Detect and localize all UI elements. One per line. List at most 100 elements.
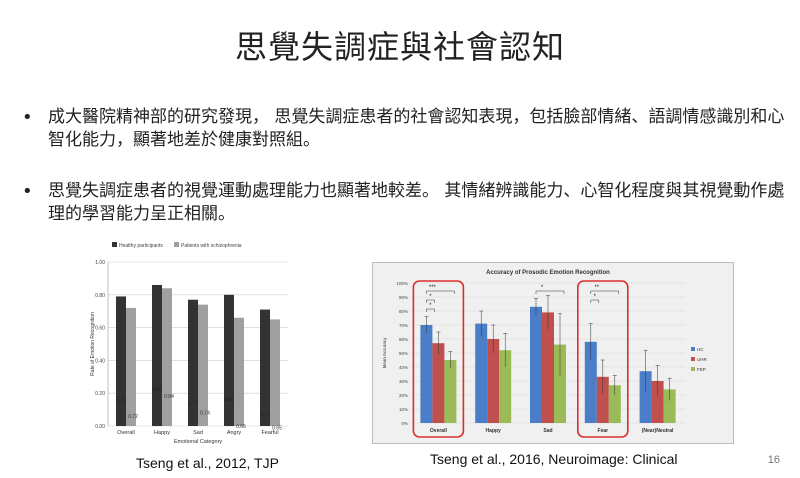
data-label: 0.86 xyxy=(152,387,162,393)
x-tick-label: Fearful xyxy=(261,430,278,436)
y-tick-label: 0% xyxy=(401,421,408,426)
significance-label: * xyxy=(541,285,544,291)
data-label: 0.79 xyxy=(116,398,126,404)
bar xyxy=(234,317,244,426)
legend-swatch xyxy=(112,242,117,247)
bar xyxy=(530,306,542,423)
bullet-item: • 思覺失調症患者的視覺運動處理能力也顯著地較差。 其情緒辨識能力、心智化程度與… xyxy=(22,180,792,226)
citation-right: Tseng et al., 2016, Neuroimage: Clinical xyxy=(430,451,678,467)
bar xyxy=(475,323,488,423)
page-number: 16 xyxy=(767,454,780,466)
data-label: 0.71 xyxy=(260,412,270,418)
significance-label: ** xyxy=(594,285,599,291)
y-tick-label: 80% xyxy=(399,309,408,314)
legend-label: UHR xyxy=(697,357,707,362)
data-label: 0.77 xyxy=(188,402,198,408)
data-label: 0.66 xyxy=(236,424,246,430)
bar xyxy=(554,344,566,423)
x-axis-label: Emotional Category xyxy=(174,439,223,445)
x-tick-label: Overall xyxy=(117,430,134,436)
bar xyxy=(487,339,500,423)
bullet-list: • 成大醫院精神部的研究發現， 思覺失調症患者的社會認知表現，包括臉部情緒、語調… xyxy=(22,106,792,254)
y-tick-label: 60% xyxy=(399,337,408,342)
bar xyxy=(116,296,126,426)
bullet-item: • 成大醫院精神部的研究發現， 思覺失調症患者的社會認知表現，包括臉部情緒、語調… xyxy=(22,106,792,152)
bar xyxy=(639,371,652,423)
y-tick-label: 0.20 xyxy=(95,391,105,397)
significance-label: * xyxy=(429,294,432,300)
data-label: 0.80 xyxy=(224,397,234,403)
bar xyxy=(608,385,621,423)
bar xyxy=(198,304,208,426)
y-tick-label: 10% xyxy=(399,407,408,412)
x-tick-label: Sad xyxy=(193,430,203,436)
y-axis-label: Mean Accuracy xyxy=(382,337,387,369)
significance-bracket xyxy=(590,299,600,303)
significance-label: *** xyxy=(429,285,437,291)
legend-swatch xyxy=(691,347,695,351)
significance-bracket xyxy=(590,290,620,294)
bar xyxy=(260,309,270,426)
bar xyxy=(188,299,198,426)
bar xyxy=(444,360,457,423)
bullet-dot: • xyxy=(22,107,33,128)
y-tick-label: 90% xyxy=(399,295,408,300)
bar xyxy=(152,284,162,426)
prosodic-accuracy-chart: Accuracy of Prosodic Emotion Recognition… xyxy=(372,262,734,444)
y-tick-label: 50% xyxy=(399,351,408,356)
y-tick-label: 70% xyxy=(399,323,408,328)
bullet-dot: • xyxy=(22,181,33,202)
x-tick-label: (Near)Neutral xyxy=(642,428,674,434)
significance-label: * xyxy=(429,303,432,309)
bar xyxy=(224,294,234,426)
bar xyxy=(584,341,597,423)
significance-bracket xyxy=(426,299,435,303)
data-label: 0.72 xyxy=(128,414,138,420)
significance-label: * xyxy=(594,294,597,300)
bar xyxy=(651,381,664,423)
bar xyxy=(663,389,676,423)
y-tick-label: 0.60 xyxy=(95,326,105,332)
x-tick-label: Happy xyxy=(486,428,502,434)
prosodic-accuracy-chart-svg: Accuracy of Prosodic Emotion Recognition… xyxy=(382,270,707,438)
y-tick-label: 1.00 xyxy=(95,260,105,266)
bullet-text: 思覺失調症患者的視覺運動處理能力也顯著地較差。 其情緒辨識能力、心智化程度與其視… xyxy=(48,181,785,224)
x-tick-label: Fear xyxy=(598,428,609,434)
bar xyxy=(162,288,172,426)
x-tick-label: Sad xyxy=(543,428,552,434)
significance-bracket xyxy=(426,308,435,312)
citation-left: Tseng et al., 2012, TJP xyxy=(136,455,279,471)
highlight-box xyxy=(577,280,629,438)
y-tick-label: 0.80 xyxy=(95,293,105,299)
y-tick-label: 0.00 xyxy=(95,424,105,430)
highlight-box xyxy=(412,280,465,438)
y-tick-label: 0.40 xyxy=(95,358,105,364)
legend-label: FEP xyxy=(697,367,706,372)
legend-swatch xyxy=(691,357,695,361)
legend-label: Patients with schizophrenia xyxy=(181,243,242,249)
significance-bracket xyxy=(426,290,455,294)
emotion-recognition-chart: Healthy participants Patients with schizo… xyxy=(88,236,293,451)
x-tick-label: Angry xyxy=(227,430,242,436)
bar xyxy=(420,325,433,423)
chart-title: Accuracy of Prosodic Emotion Recognition xyxy=(486,270,610,276)
legend-swatch xyxy=(691,367,695,371)
legend-label: Healthy participants xyxy=(119,243,163,249)
y-tick-label: 40% xyxy=(399,365,408,370)
legend-swatch xyxy=(174,242,179,247)
bar xyxy=(270,319,280,426)
y-tick-label: 30% xyxy=(399,379,408,384)
slide-title: 思覺失調症與社會認知 xyxy=(234,28,565,66)
data-label: 0.84 xyxy=(164,394,174,400)
y-tick-label: 100% xyxy=(396,281,408,286)
data-label: 0.74 xyxy=(200,411,210,417)
bar xyxy=(126,307,136,426)
y-axis-label: Rate of Emotion Recognition xyxy=(90,312,96,376)
significance-bracket xyxy=(535,290,565,294)
emotion-recognition-chart-svg: Healthy participants Patients with schizo… xyxy=(90,242,288,445)
bar xyxy=(499,350,512,423)
bar xyxy=(596,376,609,423)
bullet-text: 成大醫院精神部的研究發現， 思覺失調症患者的社會認知表現，包括臉部情緒、語調情感… xyxy=(48,107,785,150)
bar xyxy=(432,343,445,423)
bar xyxy=(542,312,554,423)
